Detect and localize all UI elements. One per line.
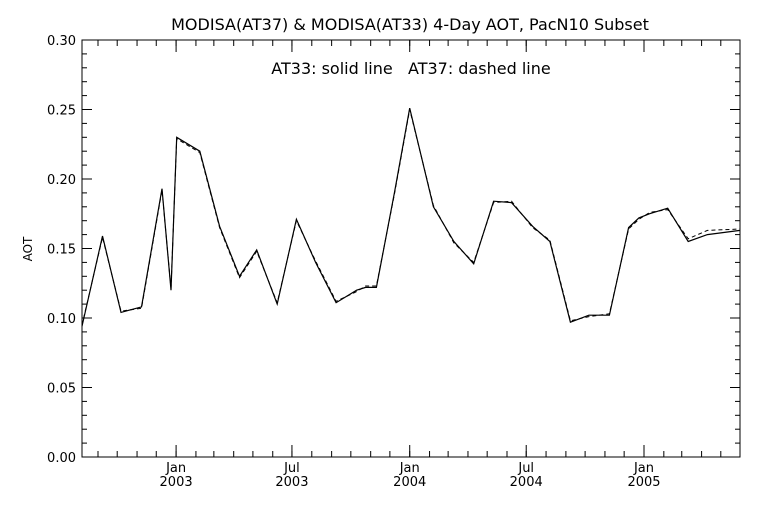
y-tick-label: 0.30 <box>47 34 76 49</box>
x-tick-month-label: Jan <box>399 461 420 476</box>
x-tick-year-label: 2003 <box>275 475 308 490</box>
x-tick-month-label: Jul <box>283 461 300 476</box>
series-layer <box>81 107 741 327</box>
y-tick-label: 0.20 <box>47 173 76 188</box>
y-tick-label: 0.15 <box>47 243 76 258</box>
series-line-at37 <box>81 109 741 326</box>
y-tick-label: 0.10 <box>47 312 76 327</box>
y-tick-label: 0.25 <box>47 104 76 119</box>
plot-frame <box>81 39 741 458</box>
y-tick-label: 0.00 <box>47 451 76 466</box>
y-tick-label: 0.05 <box>47 382 76 397</box>
y-axis-ticks: 0.00 0.05 0.10 0.15 0.20 0.25 0.30 <box>47 34 740 466</box>
x-tick-month-label: Jan <box>165 461 186 476</box>
x-tick-year-label: 2004 <box>393 475 426 490</box>
x-tick-year-label: 2003 <box>160 475 193 490</box>
chart-annotation: AT33: solid line AT37: dashed line <box>271 59 550 78</box>
x-tick-year-label: 2005 <box>627 475 660 490</box>
x-tick-year-label: 2004 <box>510 475 543 490</box>
chart-title: MODISA(AT37) & MODISA(AT33) 4-Day AOT, P… <box>171 15 649 34</box>
y-axis-label: AOT <box>21 236 35 261</box>
x-tick-month-label: Jan <box>633 461 654 476</box>
x-tick-month-label: Jul <box>517 461 534 476</box>
